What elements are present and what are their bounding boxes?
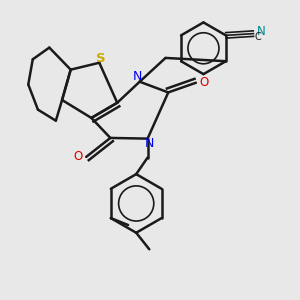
Text: N: N bbox=[256, 26, 266, 38]
Text: O: O bbox=[73, 150, 82, 164]
Text: N: N bbox=[145, 137, 154, 150]
Text: N: N bbox=[133, 70, 142, 83]
Text: O: O bbox=[200, 76, 209, 89]
Text: C: C bbox=[254, 32, 261, 42]
Text: S: S bbox=[96, 52, 106, 65]
